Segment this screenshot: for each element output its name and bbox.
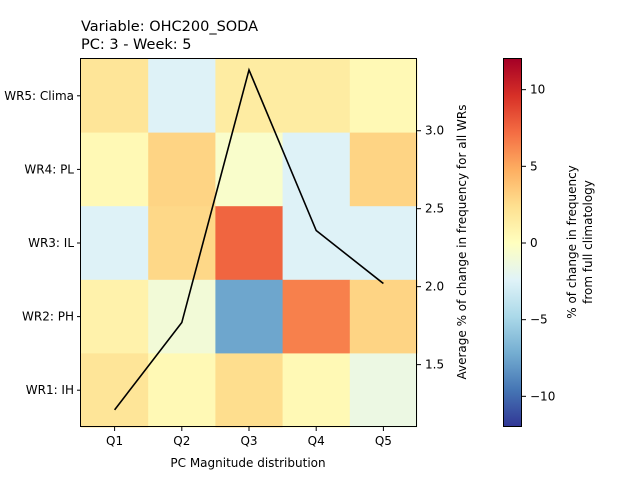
row-label: WR3: IL <box>28 236 74 250</box>
colorbar-frame <box>503 58 522 427</box>
heatmap-cell <box>282 353 351 428</box>
heatmap-cell <box>349 279 418 354</box>
column-label: Q3 <box>240 434 257 448</box>
heatmap-cell <box>81 132 149 207</box>
right-tick-label: 1.5 <box>425 358 444 372</box>
chart-title-line1: Variable: OHC200_SODA <box>81 19 258 35</box>
right-axis-ticks: 1.5 2.0 2.5 3.0 <box>417 124 444 372</box>
row-labels: WR5: Clima WR4: PL WR3: IL WR2: PH WR1: IH <box>4 89 81 397</box>
column-label: Q2 <box>173 434 190 448</box>
column-labels: Q1 Q2 Q3 Q4 Q5 <box>106 427 392 448</box>
column-label: Q5 <box>375 434 392 448</box>
heatmap-cell <box>81 206 149 281</box>
row-label: WR2: PH <box>22 310 74 324</box>
colorbar-label-line2: from full climatology <box>581 180 595 304</box>
heatmap-cell <box>282 59 351 134</box>
heatmap-cell <box>148 353 216 428</box>
row-label: WR1: IH <box>26 383 74 397</box>
heatmap-cell <box>349 353 418 428</box>
heatmap-cell <box>282 279 351 354</box>
colorbar-tick-label: −5 <box>530 313 548 327</box>
heatmap-cell <box>81 353 149 428</box>
right-axis-label: Average % of change in frequency for all… <box>455 104 469 379</box>
colorbar-tick-label: −10 <box>530 389 555 403</box>
colorbar <box>504 59 522 427</box>
heatmap-cell <box>148 59 216 134</box>
heatmap-cell <box>81 59 149 134</box>
x-axis-label: PC Magnitude distribution <box>170 456 325 470</box>
colorbar-tick-label: 0 <box>530 236 538 250</box>
right-tick-label: 2.5 <box>425 202 444 216</box>
heatmap-cell <box>349 206 418 281</box>
colorbar-ticks: 10 5 0 −5 −10 <box>522 83 555 403</box>
heatmap-cell <box>215 132 284 207</box>
row-label: WR5: Clima <box>4 89 74 103</box>
column-label: Q4 <box>308 434 325 448</box>
heatmap-cells <box>81 59 418 428</box>
colorbar-gradient <box>504 59 522 427</box>
colorbar-tick-label: 5 <box>530 159 538 173</box>
heatmap-cell <box>282 206 351 281</box>
plot-frame <box>80 58 417 427</box>
column-label: Q1 <box>106 434 123 448</box>
right-tick-label: 3.0 <box>425 124 444 138</box>
colorbar-label-line1: % of change in frequency <box>565 165 579 319</box>
row-label: WR4: PL <box>24 162 74 176</box>
average-line <box>113 67 384 411</box>
heatmap-cell <box>215 279 284 354</box>
heatmap-cell <box>81 279 149 354</box>
heatmap-cell <box>282 132 351 207</box>
heatmap-cell <box>215 206 284 281</box>
chart-title-line2: PC: 3 - Week: 5 <box>81 37 192 53</box>
colorbar-tick-label: 10 <box>530 83 545 97</box>
heatmap-cell <box>349 132 418 207</box>
heatmap-cell <box>148 132 216 207</box>
heatmap-cell <box>349 59 418 134</box>
heatmap-cell <box>148 279 216 354</box>
heatmap-cell <box>215 353 284 428</box>
average-line-path <box>113 67 384 411</box>
heatmap-cell <box>148 206 216 281</box>
right-tick-label: 2.0 <box>425 280 444 294</box>
